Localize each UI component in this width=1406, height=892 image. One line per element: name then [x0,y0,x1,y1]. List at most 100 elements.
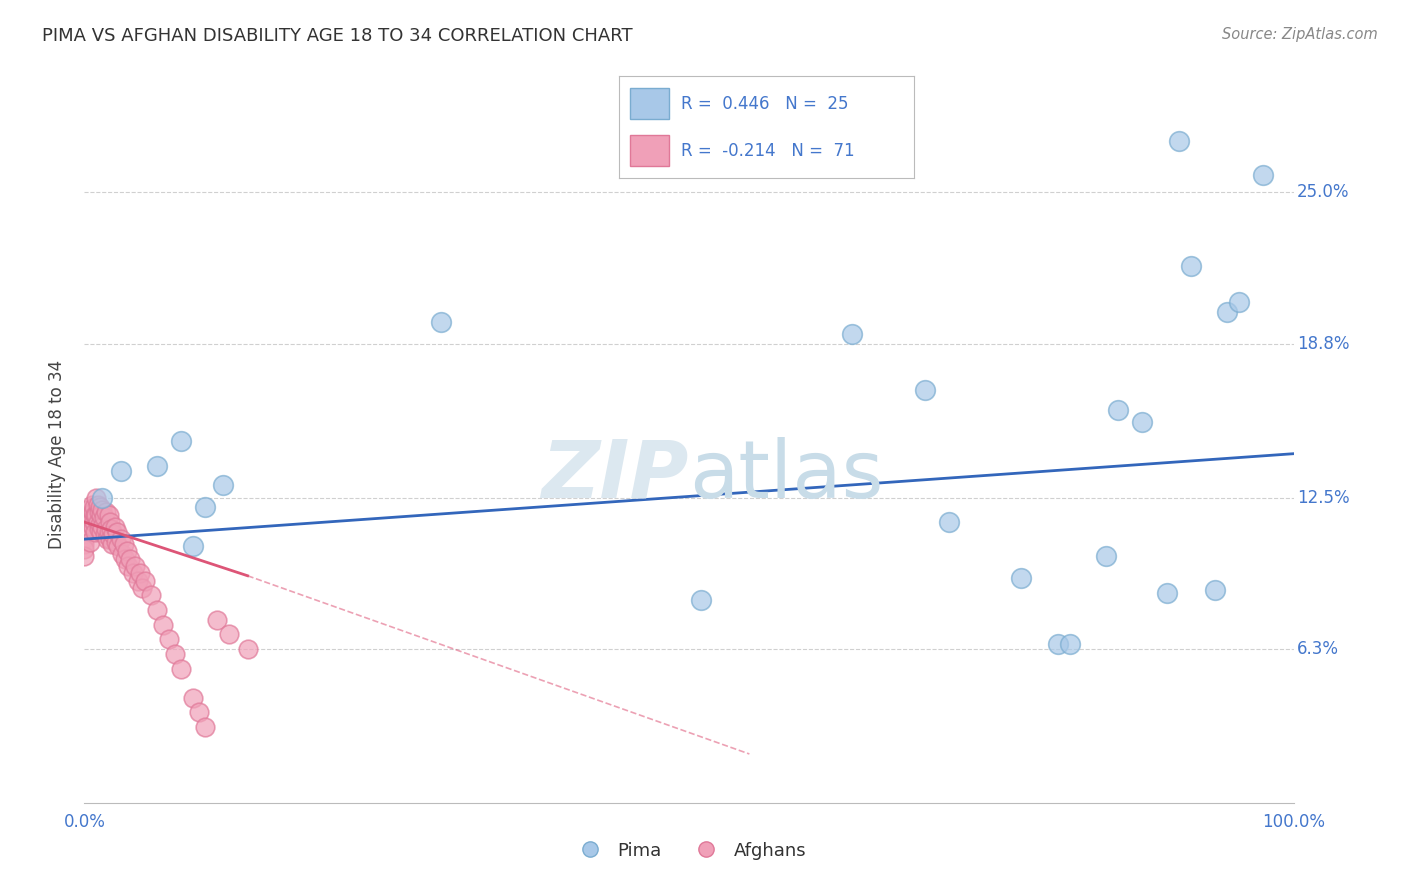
Point [112,537,135,551]
Point [110,532,132,546]
Point [194,500,217,515]
Point [79,534,101,549]
Point [80,498,103,512]
Point [134,574,156,588]
Point [1107,402,1129,417]
Point [1216,305,1239,319]
Point [139,588,162,602]
Text: ZIP: ZIP [541,437,689,515]
Point [120,551,142,566]
Point [80,513,103,527]
Point [100,522,122,536]
Point [98,532,121,546]
Point [91,503,114,517]
Point [77,508,100,522]
Point [212,478,235,492]
Point [73,549,96,564]
Point [146,458,169,473]
Point [690,593,713,607]
Point [73,541,96,556]
Point [86,498,108,512]
Point [90,508,112,522]
Point [73,537,96,551]
Point [207,613,229,627]
Point [914,383,936,397]
Point [1010,571,1032,585]
Point [90,524,112,539]
Point [841,327,863,342]
Point [1204,583,1226,598]
Point [97,524,120,539]
Point [1046,637,1069,651]
Point [938,515,960,529]
Point [87,505,110,519]
Point [129,566,152,581]
Point [157,632,180,647]
Point [103,527,125,541]
Point [110,464,132,478]
Point [96,532,118,546]
Y-axis label: Disability Age 18 to 34: Disability Age 18 to 34 [48,360,66,549]
Point [114,551,136,566]
Point [181,690,204,705]
Point [86,515,108,529]
Text: atlas: atlas [689,437,883,515]
Point [188,706,211,720]
Point [1167,134,1189,148]
FancyBboxPatch shape [630,88,669,119]
Text: R =  -0.214   N =  71: R = -0.214 N = 71 [681,142,855,160]
Point [83,500,105,515]
Text: 12.5%: 12.5% [1298,489,1350,507]
Point [73,527,96,541]
Point [104,520,127,534]
Point [1251,169,1274,183]
Point [1227,295,1250,310]
Point [84,508,107,522]
Point [430,315,453,329]
Point [93,510,115,524]
Text: 25.0%: 25.0% [1298,184,1350,202]
Point [86,491,108,505]
Point [84,524,107,539]
Point [1156,586,1178,600]
Point [1130,415,1153,429]
Point [1095,549,1118,564]
Point [94,527,117,541]
Point [105,524,128,539]
Text: 18.8%: 18.8% [1298,334,1350,353]
Point [101,537,124,551]
Text: 6.3%: 6.3% [1298,640,1339,658]
Point [181,540,204,554]
Point [163,647,186,661]
Point [94,522,117,536]
Point [194,720,217,734]
Point [170,661,193,675]
Point [146,603,169,617]
Point [91,491,114,505]
Point [107,540,129,554]
Point [76,515,98,529]
Point [1059,637,1081,651]
Point [111,547,134,561]
Point [82,520,104,534]
Text: PIMA VS AFGHAN DISABILITY AGE 18 TO 34 CORRELATION CHART: PIMA VS AFGHAN DISABILITY AGE 18 TO 34 C… [42,27,633,45]
Point [94,505,117,519]
Point [104,534,127,549]
Point [170,434,193,449]
Point [127,574,149,588]
Point [77,522,100,536]
Point [121,566,143,581]
Point [117,559,139,574]
Point [115,544,138,558]
Point [98,515,121,529]
Point [218,627,240,641]
Point [86,508,108,522]
Point [1180,259,1202,273]
Point [124,559,146,574]
Point [73,532,96,546]
Point [97,508,120,522]
Point [91,520,114,534]
Point [152,617,174,632]
Legend: Pima, Afghans: Pima, Afghans [565,834,813,867]
FancyBboxPatch shape [630,136,669,166]
